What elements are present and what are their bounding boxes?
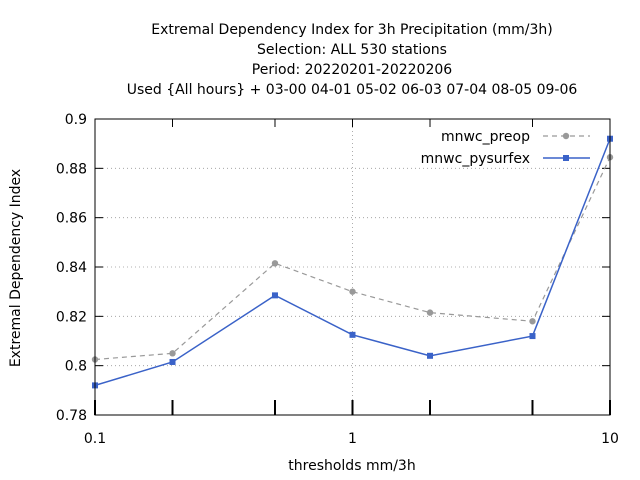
series-mnwc-pysurfex bbox=[92, 135, 613, 389]
grid bbox=[95, 119, 610, 415]
y-tick-label: 0.84 bbox=[56, 260, 87, 276]
data-point bbox=[529, 318, 536, 325]
chart-title: Extremal Dependency Index for 3h Precipi… bbox=[127, 22, 578, 98]
x-tick-label: 0.1 bbox=[84, 431, 106, 447]
y-tick-label: 0.86 bbox=[56, 211, 87, 227]
legend-label: mnwc_preop bbox=[441, 129, 530, 145]
x-axis-label: thresholds mm/3h bbox=[288, 458, 415, 474]
legend-marker bbox=[563, 155, 569, 161]
data-point bbox=[349, 288, 356, 295]
data-point bbox=[529, 333, 536, 340]
data-point bbox=[426, 309, 434, 316]
y-tick-label: 0.78 bbox=[56, 408, 87, 424]
title-line-2: Selection: ALL 530 stations bbox=[257, 42, 447, 58]
title-line-4: Used {All hours} + 03-00 04-01 05-02 06-… bbox=[127, 82, 578, 98]
title-line-1: Extremal Dependency Index for 3h Precipi… bbox=[151, 22, 552, 38]
plot-frame bbox=[94, 118, 611, 416]
x-tick-label: 10 bbox=[601, 431, 619, 447]
data-point bbox=[271, 292, 278, 299]
legend-marker bbox=[562, 132, 570, 140]
series-mnwc-preop bbox=[91, 154, 614, 363]
y-axis-label: Extremal Dependency Index bbox=[8, 169, 24, 367]
legend-label: mnwc_pysurfex bbox=[421, 151, 530, 167]
data-point bbox=[169, 350, 176, 357]
title-line-3: Period: 20220201-20220206 bbox=[252, 62, 452, 78]
y-tick-label: 0.8 bbox=[65, 359, 87, 375]
x-tick-label: 1 bbox=[348, 431, 357, 447]
y-tick-label: 0.88 bbox=[56, 161, 87, 177]
data-point bbox=[349, 331, 356, 338]
y-tick-label: 0.9 bbox=[65, 112, 87, 128]
series-layer bbox=[91, 135, 614, 389]
data-point bbox=[271, 260, 279, 267]
legend: mnwc_preop mnwc_pysurfex bbox=[421, 129, 590, 167]
y-tick-label: 0.82 bbox=[56, 309, 87, 325]
data-point bbox=[427, 352, 434, 359]
data-point bbox=[169, 358, 176, 365]
